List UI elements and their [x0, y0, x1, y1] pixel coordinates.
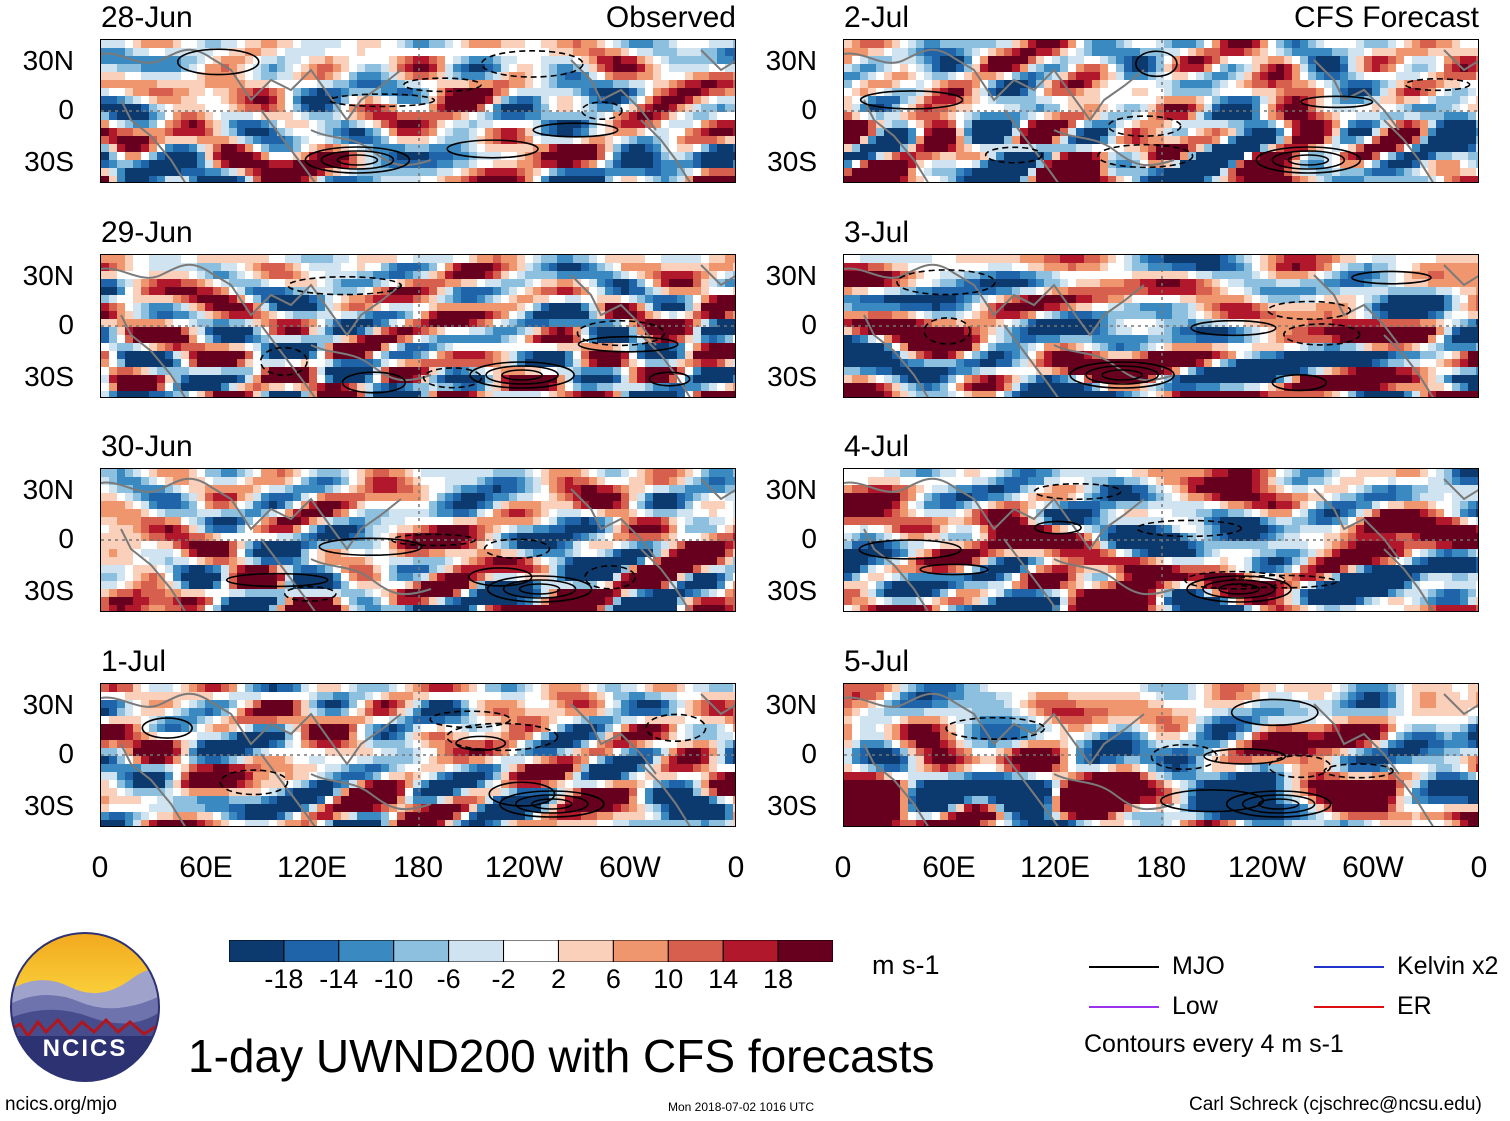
lon-label: 120W [1227, 851, 1307, 884]
colorbar-bin [338, 939, 395, 963]
colorbar-tick: 6 [605, 964, 621, 994]
colorbar-tick: -2 [491, 964, 516, 994]
colorbar-bin [393, 939, 450, 963]
legend-label: ER [1397, 992, 1432, 1020]
map-panel-29-Jun [100, 254, 736, 398]
colorbar-tick: 14 [708, 964, 739, 994]
colorbar-tick: -6 [436, 964, 461, 994]
lat-label: 30N [765, 474, 817, 505]
lat-label: 30S [767, 575, 817, 606]
colorbar-bin [448, 939, 505, 963]
column-label-0: Observed [605, 1, 736, 34]
column-label-1: CFS Forecast [1293, 1, 1479, 34]
panel-date-0-3: 1-Jul [101, 645, 167, 678]
legend-line-mjo [1089, 966, 1159, 968]
lat-label: 30S [24, 790, 74, 821]
lon-label: 180 [1135, 851, 1187, 884]
lat-label: 30N [765, 689, 817, 720]
map-panel-1-Jul [100, 683, 736, 827]
legend-label: Kelvin x2 [1397, 952, 1499, 980]
colorbar-bin [283, 939, 340, 963]
colorbar-bin [667, 939, 724, 963]
colorbar [228, 939, 834, 963]
panel-date-1-1: 3-Jul [844, 216, 910, 249]
lat-label: 30S [767, 361, 817, 392]
colorbar-units: m s-1 [872, 950, 940, 980]
lon-label: 60E [179, 851, 233, 884]
lon-label: 0 [91, 851, 109, 884]
lat-label: 0 [801, 94, 817, 125]
lon-label: 60E [922, 851, 976, 884]
lat-label: 30N [22, 689, 74, 720]
map-panel-5-Jul [843, 683, 1479, 827]
map-panel-28-Jun [100, 39, 736, 183]
lon-label: 120E [1019, 851, 1091, 884]
legend-line-er [1314, 1006, 1384, 1008]
contour-interval-note: Contours every 4 m s-1 [1084, 1030, 1344, 1058]
panel-date-0-2: 30-Jun [101, 430, 193, 463]
lon-label: 120E [276, 851, 348, 884]
lon-label: 0 [1470, 851, 1488, 884]
lat-label: 30S [767, 790, 817, 821]
lat-label: 0 [58, 309, 74, 340]
colorbar-tick: -10 [374, 964, 414, 994]
ncics-logo: NCICS [10, 932, 160, 1082]
lat-label: 30N [765, 260, 817, 291]
legend-line-kelvin-x2 [1314, 966, 1384, 968]
colorbar-bin [228, 939, 285, 963]
lat-label: 0 [801, 309, 817, 340]
lat-label: 0 [58, 738, 74, 769]
legend-label: MJO [1172, 952, 1225, 980]
colorbar-bin [557, 939, 614, 963]
lat-label: 30S [767, 146, 817, 177]
lat-label: 30N [22, 474, 74, 505]
logo-text: NCICS [43, 1035, 128, 1062]
lon-label: 60W [1342, 851, 1404, 884]
lon-label: 120W [484, 851, 564, 884]
footer-timestamp: Mon 2018-07-02 1016 UTC [668, 1100, 815, 1114]
lat-label: 0 [58, 523, 74, 554]
lat-label: 30N [22, 260, 74, 291]
colorbar-tick: -18 [264, 964, 304, 994]
colorbar-tick: 2 [550, 964, 566, 994]
map-panel-30-Jun [100, 468, 736, 612]
lat-label: 30S [24, 361, 74, 392]
lat-label: 0 [58, 94, 74, 125]
lat-label: 30N [22, 45, 74, 76]
lat-label: 30S [24, 146, 74, 177]
colorbar-bin [777, 939, 834, 963]
lat-label: 0 [801, 738, 817, 769]
map-panel-4-Jul [843, 468, 1479, 612]
lat-label: 0 [801, 523, 817, 554]
colorbar-bin [612, 939, 669, 963]
panel-date-0-1: 29-Jun [101, 216, 193, 249]
footer-url: ncics.org/mjo [5, 1094, 117, 1115]
chart-title: 1-day UWND200 with CFS forecasts [188, 1030, 935, 1082]
lon-label: 0 [834, 851, 852, 884]
map-panel-3-Jul [843, 254, 1479, 398]
colorbar-tick: -14 [319, 964, 359, 994]
lat-label: 30S [24, 575, 74, 606]
map-panel-2-Jul [843, 39, 1479, 183]
colorbar-bin [722, 939, 779, 963]
lon-label: 0 [727, 851, 745, 884]
panel-date-1-3: 5-Jul [844, 645, 910, 678]
lat-label: 30N [765, 45, 817, 76]
panel-date-1-0: 2-Jul [844, 1, 910, 34]
footer-author: Carl Schreck (cjschrec@ncsu.edu) [1189, 1094, 1482, 1115]
lon-label: 180 [392, 851, 444, 884]
panel-date-1-2: 4-Jul [844, 430, 910, 463]
lon-label: 60W [599, 851, 661, 884]
legend-line-low [1089, 1006, 1159, 1008]
colorbar-tick: 18 [763, 964, 794, 994]
legend-label: Low [1172, 992, 1218, 1020]
panel-date-0-0: 28-Jun [101, 1, 193, 34]
colorbar-bin [503, 939, 559, 963]
colorbar-tick: 10 [653, 964, 684, 994]
